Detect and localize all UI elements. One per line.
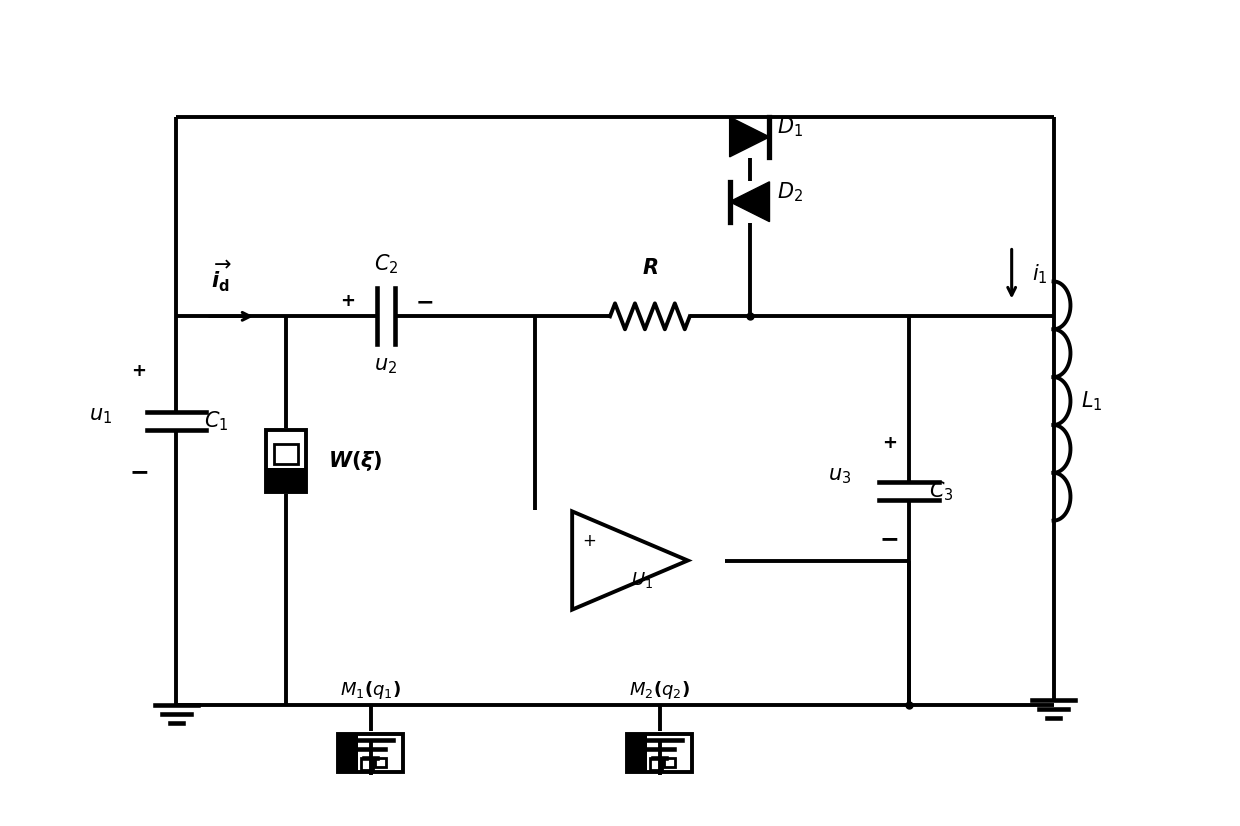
Bar — [267, 468, 306, 491]
Text: $\boldsymbol{+}$: $\boldsymbol{+}$ — [340, 292, 356, 311]
Bar — [374, 758, 386, 767]
Bar — [361, 758, 372, 770]
Text: $\boldsymbol{R}$: $\boldsymbol{R}$ — [642, 259, 658, 278]
Text: $\boldsymbol{u_3}$: $\boldsymbol{u_3}$ — [828, 466, 851, 486]
Text: $\boldsymbol{+}$: $\boldsymbol{+}$ — [131, 362, 146, 380]
Text: $\boldsymbol{D_1}$: $\boldsymbol{D_1}$ — [777, 115, 804, 139]
Text: $\boldsymbol{-}$: $\boldsymbol{-}$ — [879, 527, 899, 551]
Text: $\boldsymbol{C_1}$: $\boldsymbol{C_1}$ — [205, 409, 229, 433]
Text: $\boldsymbol{u_2}$: $\boldsymbol{u_2}$ — [374, 356, 397, 376]
Text: $\boldsymbol{+}$: $\boldsymbol{+}$ — [882, 434, 897, 452]
Text: $+$: $+$ — [582, 532, 596, 549]
Text: $\overrightarrow{\boldsymbol{i}_\mathbf{d}}$: $\overrightarrow{\boldsymbol{i}_\mathbf{… — [211, 259, 232, 294]
Bar — [339, 734, 403, 771]
Bar — [339, 734, 358, 771]
Bar — [663, 758, 676, 767]
Text: $\boldsymbol{M_2(q_2)}$: $\boldsymbol{M_2(q_2)}$ — [630, 679, 691, 701]
Bar — [274, 444, 299, 464]
Bar — [627, 734, 692, 771]
Bar — [267, 430, 306, 491]
Text: $\boldsymbol{-}$: $\boldsymbol{-}$ — [414, 292, 433, 311]
Text: $\boldsymbol{U_1}$: $\boldsymbol{U_1}$ — [631, 571, 653, 591]
Polygon shape — [729, 182, 770, 221]
Text: $\boldsymbol{i_1}$: $\boldsymbol{i_1}$ — [1032, 263, 1048, 287]
Bar — [627, 734, 647, 771]
Text: $\boldsymbol{W(\xi)}$: $\boldsymbol{W(\xi)}$ — [329, 449, 383, 472]
Text: $\boldsymbol{u_1}$: $\boldsymbol{u_1}$ — [88, 406, 112, 426]
Text: $\boldsymbol{D_2}$: $\boldsymbol{D_2}$ — [777, 180, 804, 203]
Text: $\boldsymbol{L_1}$: $\boldsymbol{L_1}$ — [1081, 389, 1102, 413]
Text: $\boldsymbol{C_2}$: $\boldsymbol{C_2}$ — [373, 253, 398, 277]
Bar — [650, 758, 662, 770]
Text: $\boldsymbol{C_3}$: $\boldsymbol{C_3}$ — [929, 479, 954, 502]
Text: $\boldsymbol{-}$: $\boldsymbol{-}$ — [129, 458, 149, 483]
Polygon shape — [729, 117, 770, 157]
Text: $\boldsymbol{M_1(q_1)}$: $\boldsymbol{M_1(q_1)}$ — [340, 679, 402, 701]
